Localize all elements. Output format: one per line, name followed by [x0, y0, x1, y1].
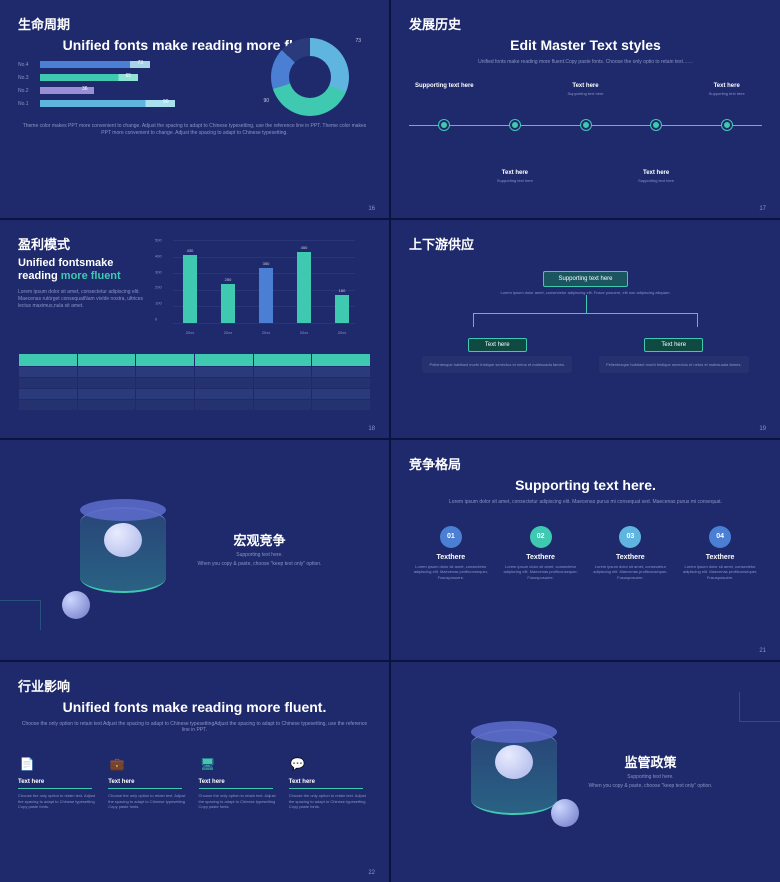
org-root: Supporting text here [543, 271, 627, 287]
slide-grid: 生命周期 Unified fonts make reading more flu… [0, 0, 780, 882]
sub2: When you copy & paste, choose "keep text… [198, 561, 322, 567]
slide-profit: 盈利模式 Unified fontsmake reading more flue… [0, 220, 389, 438]
slide-desc: Choose the only option to retain text Ad… [18, 721, 371, 733]
org-connector [409, 311, 762, 329]
page-number: 22 [368, 870, 375, 876]
heading: Unified fontsmake reading more fluent [18, 257, 148, 283]
sub1: Supporting text here. [198, 552, 322, 558]
desc: Lorem ipsum dolor sit amet, consectetur … [18, 289, 148, 310]
page-number: 16 [368, 206, 375, 212]
slide-subtitle: Supporting text here. [409, 477, 762, 493]
robot-illustration [459, 707, 569, 837]
timeline: Supporting text hereText hereSupporting … [409, 83, 762, 183]
sub2: When you copy & paste, choose "keep text… [589, 783, 713, 789]
slide-policy: 监管政策 Supporting text here. When you copy… [391, 662, 780, 882]
slide-supply: 上下游供应 Supporting text here Lorem ipsum d… [391, 220, 780, 438]
donut-label: 73 [355, 38, 361, 44]
page-number: 17 [759, 206, 766, 212]
heading: 宏观竞争 [198, 530, 322, 549]
slide-subtitle: Unified fonts make reading more fluent. [18, 699, 371, 715]
slide-desc: Lorem ipsum dolor sit amet, consectetur … [409, 499, 762, 506]
page-number: 21 [759, 648, 766, 654]
icon-row: 📄Text hereChoose the only option to reta… [18, 755, 371, 810]
slide-macro: 宏观竞争 Supporting text here. When you copy… [0, 440, 389, 660]
slide-cn-title: 行业影响 [18, 676, 371, 695]
heading: 监管政策 [589, 752, 713, 771]
slide-subtitle: Edit Master Text styles [409, 37, 762, 53]
page-number: 18 [368, 426, 375, 432]
donut-chart [271, 38, 349, 116]
slide-competition: 竞争格局 Supporting text here. Lorem ipsum d… [391, 440, 780, 660]
page-number: 19 [759, 426, 766, 432]
org-children: Text herePellentesque habitant morbi tri… [409, 333, 762, 373]
donut-label: 90 [263, 98, 269, 104]
robot-illustration [68, 485, 178, 615]
slide-desc: Unified fonts make reading more fluent.C… [409, 59, 762, 65]
bar-chart: 010020030040050043020xx25020xx35020xx450… [155, 240, 355, 335]
feature-columns: 01TexthereLorem ipsum dolor sit amet, co… [409, 526, 762, 581]
slide-cn-title: 竞争格局 [409, 454, 762, 473]
slide-history: 发展历史 Edit Master Text styles Unified fon… [391, 0, 780, 218]
sub1: Supporting text here. [589, 774, 713, 780]
slide-cn-title: 发展历史 [409, 14, 762, 33]
slide-cn-title: 生命周期 [18, 14, 371, 33]
data-table [18, 353, 371, 411]
footer-text: Theme color makes PPT more convenient to… [18, 123, 371, 136]
slide-cn-title: 上下游供应 [409, 234, 762, 253]
slide-lifecycle: 生命周期 Unified fonts make reading more flu… [0, 0, 389, 218]
slide-impact: 行业影响 Unified fonts make reading more flu… [0, 662, 389, 882]
